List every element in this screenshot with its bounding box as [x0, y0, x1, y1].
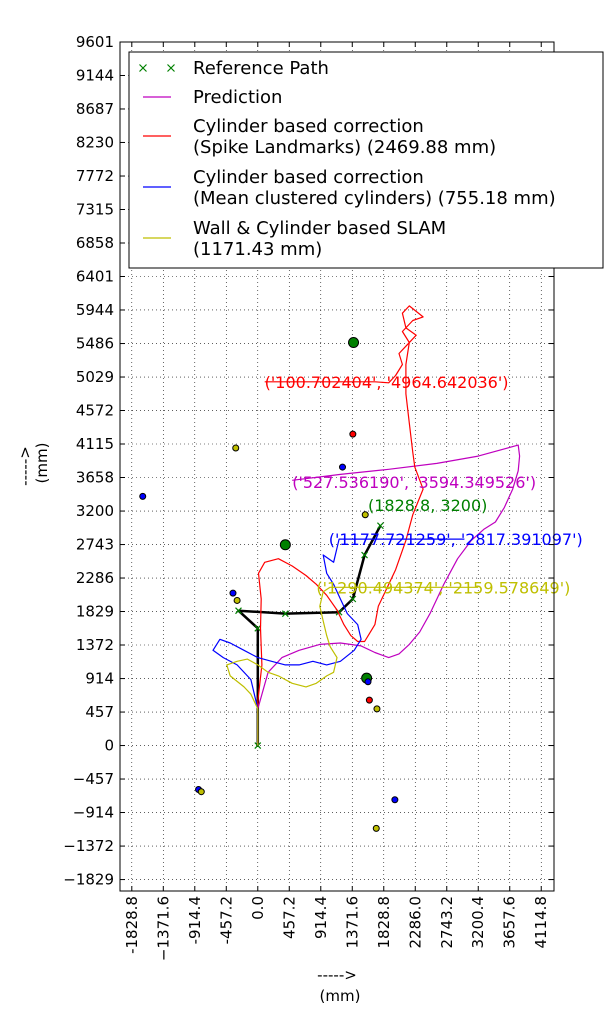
series-reference_path: [237, 525, 382, 746]
legend-marker: [167, 64, 175, 72]
y-tick-label: −1372: [63, 837, 114, 855]
y-tick-label: −1829: [63, 871, 114, 889]
landmark-point: [373, 705, 381, 713]
x-tick-label: -1828.8: [123, 896, 141, 954]
y-tick-label: 5029: [76, 368, 114, 386]
y-tick-label: 1829: [76, 603, 114, 621]
y-tick-label: 7315: [76, 201, 114, 219]
y-tick-label: 2743: [76, 536, 114, 554]
annotation-label: ('527.536190', '3594.349526'): [292, 473, 536, 492]
legend-label: Prediction: [193, 87, 282, 108]
y-tick-label: −457: [73, 770, 114, 788]
y-tick-label: 3200: [76, 502, 114, 520]
y-tick-label: 2286: [76, 569, 114, 587]
y-tick-label: 0: [104, 737, 114, 755]
series-wall_cylinder_slam: [226, 586, 479, 746]
annotations: ('100.702404', '4964.642036') ('527.53619…: [265, 373, 583, 598]
x-tick-label: -457.2: [217, 896, 235, 944]
x-tick-label: 1371.6: [343, 896, 361, 949]
x-tick-label: 4114.8: [532, 896, 550, 949]
x-tick-label: 0.0: [249, 896, 267, 920]
y-tick-label: 9144: [76, 66, 114, 84]
x-tick-label: 1828.8: [375, 896, 393, 949]
reference-point: [281, 610, 289, 618]
annotation-label: (1828.8, 3200): [368, 496, 487, 515]
legend-box: [128, 51, 604, 269]
landmark-point: [197, 788, 205, 796]
x-tick-label: 2743.2: [438, 896, 456, 949]
legend-label: (1171.43 mm): [193, 239, 322, 260]
landmark-point: [233, 596, 241, 604]
legend-label: Wall & Cylinder based SLAM: [193, 218, 446, 239]
y-tick-label: 4115: [76, 435, 114, 453]
y-tick-label: 9601: [76, 33, 114, 51]
y-axis-unit: (mm): [33, 443, 51, 484]
y-tick-label: 1372: [76, 636, 114, 654]
landmark-point: [364, 678, 372, 686]
y-tick-label: 6858: [76, 234, 114, 252]
landmarks: [139, 337, 399, 832]
landmark-point: [139, 492, 147, 500]
landmark-point: [339, 463, 347, 471]
chart-series: [212, 305, 521, 749]
series-prediction: [257, 444, 521, 746]
x-tick-label: 3200.4: [469, 896, 487, 949]
landmark-point: [348, 337, 360, 349]
x-axis-unit: (mm): [320, 987, 361, 1005]
x-tick-label: 3657.6: [501, 896, 519, 949]
y-axis-label: ----->: [16, 446, 34, 486]
legend-label: (Mean clustered cylinders) (755.18 mm): [193, 188, 556, 209]
landmark-point: [361, 511, 369, 519]
y-tick-label: 5486: [76, 335, 114, 353]
x-tick-label: 457.2: [280, 896, 298, 939]
reference-point: [376, 522, 384, 530]
y-tick-label: −914: [73, 804, 114, 822]
y-axis-ticks: 9601 9144 8687 8230 7772 7315 6858 6401 5944 5486…: [63, 33, 554, 889]
legend-label: Cylinder based correction: [193, 167, 424, 188]
landmark-point: [229, 589, 237, 597]
series-spike_landmarks: [257, 305, 424, 746]
x-tick-label: -914.4: [186, 896, 204, 944]
x-tick-label: 2286.0: [406, 896, 424, 949]
reference-point: [254, 742, 262, 749]
landmark-point: [349, 430, 357, 438]
y-tick-label: 7772: [76, 167, 114, 185]
x-axis-ticks: -1828.8 −1371.6 -914.4 -457.2 0.0 457.2 914.4 1…: [123, 42, 550, 961]
legend-marker: [139, 64, 147, 72]
y-tick-label: 8687: [76, 100, 114, 118]
landmark-point: [372, 824, 380, 832]
y-tick-label: 457: [85, 703, 114, 721]
series-mean_clustered: [212, 538, 465, 746]
y-tick-label: 6401: [76, 267, 114, 285]
legend: Reference Path Prediction Cylinder based c…: [128, 51, 604, 269]
y-tick-label: 8230: [76, 133, 114, 151]
landmark-point: [365, 696, 373, 704]
plot-frame: [119, 41, 555, 892]
annotation-label: ('1290.494374', '2159.578649'): [316, 578, 570, 597]
reference-point: [361, 551, 368, 559]
x-axis-label: ----->: [317, 966, 357, 984]
x-tick-label: 914.4: [312, 896, 330, 939]
y-tick-label: 914: [85, 670, 114, 688]
x-tick-label: −1371.6: [154, 896, 172, 961]
reference-point: [235, 607, 242, 615]
legend-label: Reference Path: [193, 58, 329, 79]
reference-point: [349, 595, 357, 603]
legend-label: (Spike Landmarks) (2469.88 mm): [193, 137, 496, 158]
y-tick-label: 4572: [76, 402, 114, 420]
landmark-point: [279, 539, 291, 551]
landmark-point: [232, 444, 240, 452]
y-tick-label: 3658: [76, 468, 114, 486]
y-tick-label: 5944: [76, 301, 114, 319]
annotation-label: ('100.702404', '4964.642036'): [265, 373, 509, 392]
legend-label: Cylinder based correction: [193, 116, 424, 137]
reference-point: [254, 624, 262, 632]
annotation-label: ('1177.721259', '2817.391097'): [329, 530, 583, 549]
landmark-point: [391, 796, 399, 804]
